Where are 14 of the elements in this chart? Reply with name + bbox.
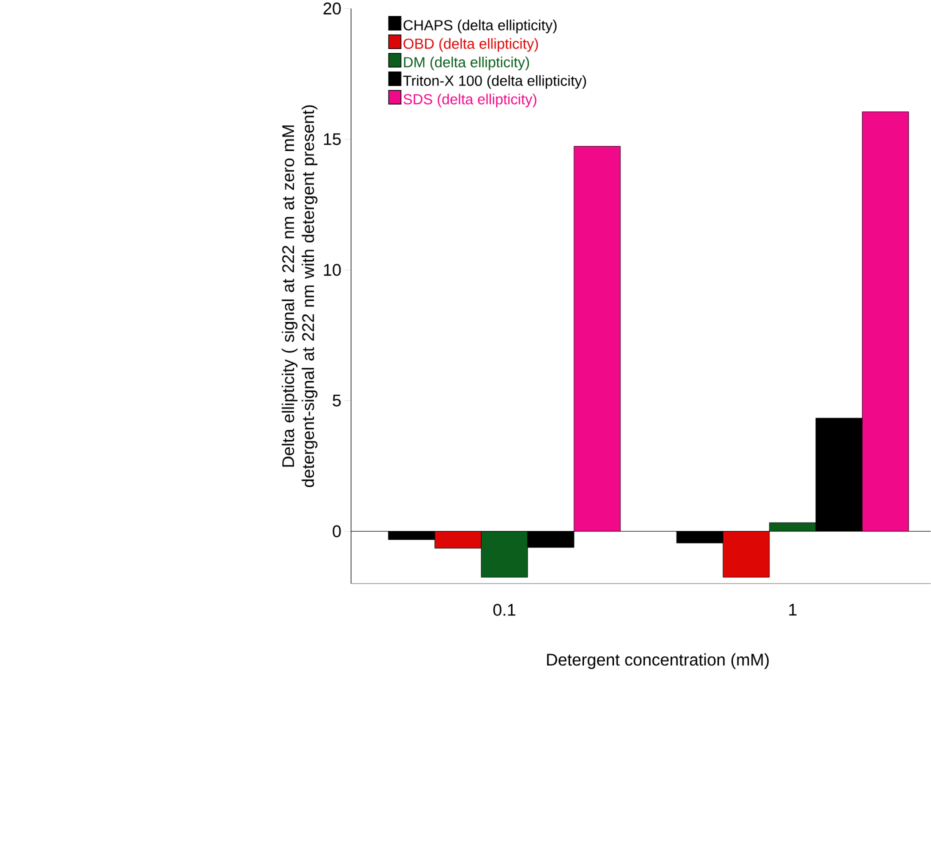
x-tick-label: 1 [789, 604, 797, 616]
x-tick-label: 0.1 [493, 604, 516, 616]
y-tick-label: 20 [324, 2, 341, 15]
y-axis-title: Delta ellipticity ( signal at 222 nm at zero mM detergent-signal at 222 nm with detergent present) [282, 105, 318, 488]
legend-label: DM (delta ellipticity) [404, 56, 530, 70]
y-tick-label: 15 [324, 133, 341, 146]
legend-label: OBD (delta ellipticity) [404, 38, 538, 52]
y-tick-label: 5 [332, 394, 341, 407]
legend-label: Triton-X 100 (delta ellipticity) [403, 75, 586, 89]
y-tick-label: 0 [332, 525, 341, 538]
x-axis-title: Detergent concentration (mM) [547, 653, 769, 670]
y-tick-label: 10 [324, 264, 341, 276]
legend-label: CHAPS (delta ellipticity) [404, 20, 557, 34]
legend-label: SDS (delta ellipticity) [404, 94, 536, 108]
